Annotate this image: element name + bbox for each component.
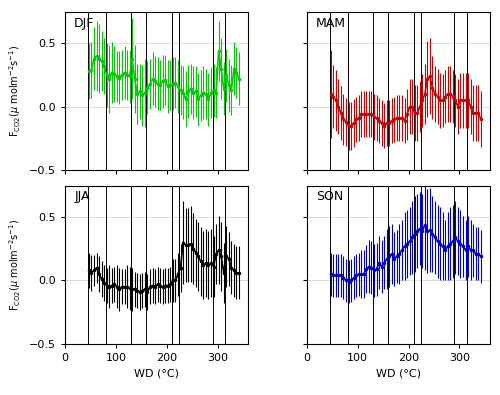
- Text: DJF: DJF: [74, 17, 94, 30]
- Text: MAM: MAM: [316, 17, 346, 30]
- X-axis label: WD (°C): WD (°C): [376, 368, 421, 378]
- Y-axis label: F$_{\mathregular{CO2}}$($\mu$ molm$^{-2}$s$^{-1}$): F$_{\mathregular{CO2}}$($\mu$ molm$^{-2}…: [8, 45, 24, 137]
- X-axis label: WD (°C): WD (°C): [134, 368, 179, 378]
- Text: JJA: JJA: [74, 190, 90, 203]
- Text: SON: SON: [316, 190, 343, 203]
- Y-axis label: F$_{\mathregular{CO2}}$($\mu$ molm$^{-2}$s$^{-1}$): F$_{\mathregular{CO2}}$($\mu$ molm$^{-2}…: [8, 218, 24, 311]
